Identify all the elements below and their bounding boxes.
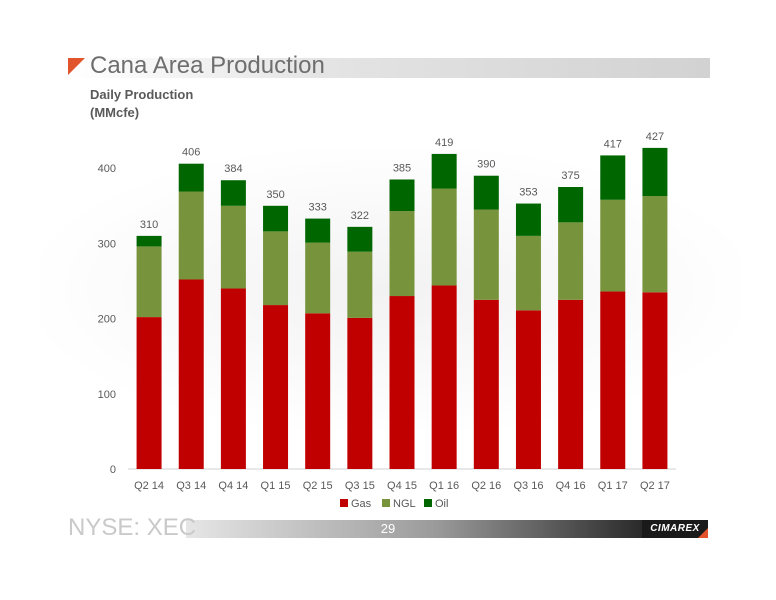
legend-swatch-gas: [340, 499, 348, 507]
bar-segment-gas: [220, 288, 246, 469]
bar-segment-ngl: [431, 188, 457, 286]
bar-segment-gas: [389, 296, 415, 469]
total-data-label: 385: [393, 162, 411, 174]
x-tick-label: Q1 16: [429, 480, 459, 492]
bar-segment-gas: [600, 291, 626, 469]
y-tick-label: 0: [110, 464, 116, 476]
bar-segment-ngl: [473, 209, 499, 300]
x-tick-label: Q4 16: [556, 480, 586, 492]
bar-segment-oil: [263, 205, 289, 232]
footer-band: [186, 520, 642, 538]
bar-segment-ngl: [558, 222, 584, 300]
bar-segment-oil: [347, 226, 373, 252]
bar-segment-gas: [642, 292, 668, 469]
total-data-label: 427: [646, 131, 664, 143]
bar-segment-ngl: [305, 242, 331, 314]
total-data-label: 322: [351, 210, 369, 222]
legend-swatch-ngl: [382, 499, 390, 507]
bar-segment-oil: [178, 163, 204, 192]
title-accent-triangle: [68, 58, 85, 75]
legend-label-gas: Gas: [351, 498, 372, 510]
x-tick-label: Q2 16: [471, 480, 501, 492]
legend-label-oil: Oil: [435, 498, 448, 510]
y-tick-label: 200: [98, 314, 116, 326]
page-number: 29: [380, 521, 396, 536]
total-data-label: 350: [266, 189, 284, 201]
bar-segment-gas: [263, 305, 289, 469]
bar-segment-gas: [431, 285, 457, 469]
bar-segment-ngl: [642, 196, 668, 293]
bar-segment-ngl: [600, 199, 626, 292]
bar-segment-gas: [178, 279, 204, 469]
x-tick-label: Q1 17: [598, 480, 628, 492]
legend-swatch-oil: [424, 499, 432, 507]
logo-accent: [698, 528, 708, 538]
bar-segment-ngl: [515, 235, 541, 311]
x-tick-label: Q3 14: [176, 480, 206, 492]
bar-segment-oil: [600, 155, 626, 200]
x-tick-label: Q3 16: [513, 480, 543, 492]
bar-segment-oil: [305, 218, 331, 243]
bar-segment-ngl: [136, 246, 162, 318]
bar-segment-gas: [558, 299, 584, 469]
y-tick-label: 400: [98, 163, 116, 175]
y-tick-label: 300: [98, 238, 116, 250]
total-data-label: 375: [561, 170, 579, 182]
bar-segment-oil: [136, 235, 162, 247]
total-data-label: 406: [182, 147, 200, 159]
page-title: Cana Area Production: [90, 52, 325, 79]
bar-segment-gas: [515, 310, 541, 469]
total-data-label: 419: [435, 137, 453, 149]
subtitle-line-2: (MMcfe): [90, 105, 140, 120]
bar-segment-oil: [558, 187, 584, 223]
x-tick-label: Q3 15: [345, 480, 375, 492]
subtitle-line-1: Daily Production: [90, 87, 194, 102]
logo-text: CIMAREX: [650, 523, 700, 534]
legend-label-ngl: NGL: [393, 498, 416, 510]
total-data-label: 384: [224, 163, 242, 175]
bar-segment-oil: [220, 180, 246, 206]
x-tick-label: Q4 15: [387, 480, 417, 492]
bar-segment-ngl: [389, 211, 415, 297]
chart-subtitle: Daily Production (MMcfe): [90, 86, 193, 122]
company-logo: CIMAREX: [642, 520, 708, 538]
x-tick-label: Q2 15: [303, 480, 333, 492]
bar-segment-oil: [389, 179, 415, 212]
x-tick-label: Q4 14: [218, 480, 248, 492]
y-tick-label: 100: [98, 389, 116, 401]
footer-ticker: NYSE: XEC: [68, 514, 197, 541]
x-tick-label: Q2 14: [134, 480, 164, 492]
total-data-label: 417: [604, 138, 622, 150]
bar-segment-gas: [136, 317, 162, 469]
total-data-label: 333: [309, 202, 327, 214]
bar-segment-gas: [305, 313, 331, 469]
bar-segment-oil: [642, 147, 668, 197]
total-data-label: 390: [477, 159, 495, 171]
bar-segment-gas: [473, 299, 499, 469]
bar-segment-gas: [347, 317, 373, 469]
x-tick-label: Q1 15: [261, 480, 291, 492]
title-band: [68, 58, 710, 78]
bar-segment-ngl: [178, 191, 204, 280]
bar-segment-ngl: [220, 205, 246, 289]
total-data-label: 310: [140, 219, 158, 231]
bar-segment-ngl: [347, 251, 373, 318]
total-data-label: 353: [519, 187, 537, 199]
bar-segment-ngl: [263, 231, 289, 306]
bar-segment-oil: [515, 203, 541, 236]
x-tick-label: Q2 17: [640, 480, 670, 492]
bar-segment-oil: [473, 175, 499, 210]
bar-segment-oil: [431, 153, 457, 189]
